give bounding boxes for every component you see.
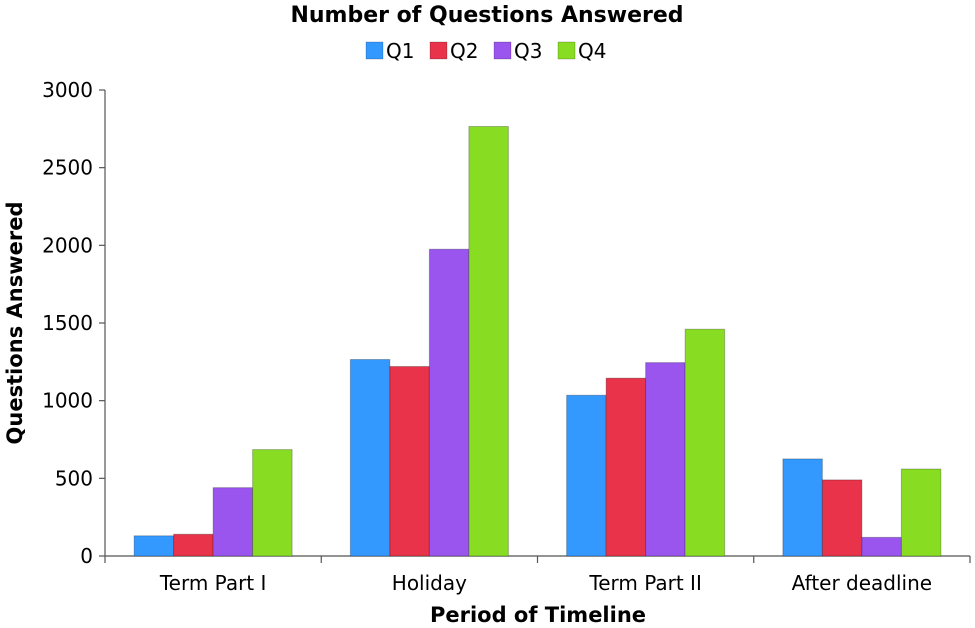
y-axis-title: Questions Answered	[3, 202, 27, 445]
y-tick-label: 500	[55, 466, 93, 490]
legend-swatch-q4	[557, 41, 576, 60]
legend-label-q4: Q4	[578, 39, 606, 63]
bar-q3-after-deadline	[861, 536, 902, 557]
bar-q2-term-part-ii	[605, 377, 647, 557]
legend: Q1 Q2 Q3 Q4	[365, 39, 606, 63]
legend-label-q2: Q2	[450, 39, 478, 63]
legend-label-q3: Q3	[514, 39, 542, 63]
bar-q3-term-part-ii	[645, 362, 686, 557]
bar-q4-term-part-i	[252, 449, 293, 557]
y-tick-label: 1500	[42, 311, 93, 335]
bar-q2-term-part-i	[173, 533, 214, 557]
bar-q3-holiday	[428, 248, 470, 557]
x-tick-label: Holiday	[392, 571, 467, 595]
bar-q1-holiday	[349, 359, 391, 557]
y-tick-label: 1000	[42, 389, 93, 413]
bar-q4-after-deadline	[900, 468, 942, 557]
chart-title: Number of Questions Answered	[290, 3, 683, 28]
bar-q1-term-part-ii	[566, 394, 607, 557]
legend-swatch-q2	[429, 41, 448, 60]
x-tick-label: Term Part I	[159, 571, 267, 595]
x-tick-label: After deadline	[792, 571, 932, 595]
bar-q1-after-deadline	[782, 458, 823, 557]
y-tick-label: 2000	[42, 233, 93, 257]
bar-q1-term-part-i	[133, 535, 175, 557]
bars-group	[133, 126, 942, 557]
y-tick-label: 2500	[42, 156, 93, 180]
x-axis: Term Part I Holiday Term Part II After dead…	[104, 555, 971, 595]
x-tick-label: Term Part II	[588, 571, 701, 595]
y-tick-label: 3000	[42, 78, 93, 102]
y-axis: 0 500 1000 1500 2000 2500 3000	[42, 78, 106, 568]
bar-q2-after-deadline	[821, 479, 863, 557]
bar-q4-holiday	[468, 126, 509, 557]
legend-swatch-q3	[493, 41, 512, 60]
bar-q2-holiday	[389, 365, 430, 557]
legend-swatch-q1	[365, 41, 384, 60]
x-axis-title: Period of Timeline	[430, 603, 646, 627]
bar-q3-term-part-i	[212, 487, 254, 557]
legend-label-q1: Q1	[386, 39, 414, 63]
y-tick-label: 0	[80, 544, 93, 568]
bar-q4-term-part-ii	[684, 328, 726, 557]
